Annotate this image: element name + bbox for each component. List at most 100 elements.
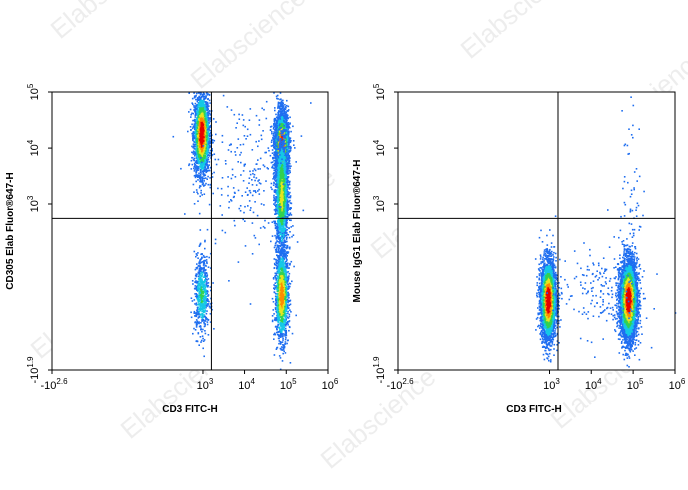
event-dot — [194, 135, 197, 138]
event-dot — [192, 143, 195, 145]
event-dot — [204, 320, 206, 322]
event-dot — [207, 117, 209, 119]
event-dot — [196, 158, 199, 160]
event-dot — [205, 97, 207, 100]
event-dot — [192, 132, 194, 134]
event-dot — [195, 120, 198, 123]
event-dot — [198, 268, 201, 270]
event-dot — [206, 118, 209, 121]
event-dot — [204, 108, 206, 110]
event-dot — [198, 172, 200, 175]
event-dot — [202, 286, 204, 288]
event-dot — [193, 162, 196, 165]
event-dot — [205, 318, 207, 320]
event-dot — [191, 300, 194, 302]
event-dot — [194, 277, 197, 280]
event-dot — [195, 315, 197, 318]
event-dot — [204, 330, 206, 332]
event-dot — [207, 284, 209, 287]
event-dot — [197, 123, 199, 125]
event-dot — [203, 154, 205, 157]
event-dot — [204, 269, 206, 272]
event-dot — [203, 266, 205, 269]
event-dot — [197, 156, 200, 158]
event-dot — [204, 325, 206, 327]
event-dot — [202, 134, 204, 136]
event-dot — [194, 140, 197, 143]
event-dot — [200, 111, 202, 113]
event-dot — [193, 250, 196, 253]
event-dot — [196, 309, 198, 311]
event-dot — [200, 275, 202, 278]
event-dot — [203, 307, 206, 310]
event-dot — [198, 322, 200, 325]
event-dot — [195, 326, 198, 328]
event-dot — [202, 347, 204, 350]
event-dot — [207, 319, 210, 321]
event-dot — [200, 316, 203, 319]
event-dot — [200, 304, 202, 307]
event-dot — [206, 323, 209, 326]
event-dot — [199, 115, 201, 117]
event-dot — [194, 329, 197, 331]
event-dot — [205, 115, 208, 117]
event-dot — [204, 239, 206, 242]
event-dot — [201, 147, 204, 150]
event-dot — [198, 149, 201, 151]
event-dot — [203, 140, 205, 142]
event-dot — [199, 112, 201, 115]
event-dot — [201, 330, 203, 333]
event-dot — [201, 183, 204, 185]
event-dot — [190, 159, 193, 162]
event-dot — [209, 129, 211, 132]
event-dot — [201, 95, 203, 98]
event-dot — [211, 176, 214, 178]
event-dot — [201, 281, 204, 284]
event-dot — [210, 120, 212, 123]
event-dot — [201, 318, 203, 321]
event-dot — [202, 165, 204, 167]
event-dot — [196, 191, 198, 193]
event-dot — [199, 263, 201, 265]
event-dot — [202, 166, 205, 169]
event-dot — [202, 315, 204, 318]
event-dot — [202, 160, 205, 162]
event-dot — [204, 276, 206, 278]
event-dot — [194, 110, 196, 113]
event-dot — [202, 104, 205, 107]
event-dot — [194, 155, 196, 157]
event-dot — [202, 260, 204, 263]
event-dot — [194, 295, 197, 298]
event-dot — [208, 256, 210, 259]
event-dot — [206, 141, 209, 143]
event-dot — [207, 156, 210, 159]
event-dot — [194, 164, 197, 166]
event-dot — [197, 166, 199, 168]
event-dot — [206, 105, 209, 107]
event-dot — [200, 328, 202, 331]
event-dot — [295, 161, 297, 163]
event-dot — [203, 125, 206, 128]
event-dot — [205, 112, 208, 115]
event-dot — [201, 128, 203, 131]
event-dot — [199, 101, 201, 104]
event-dot — [197, 252, 199, 254]
event-dot — [205, 134, 208, 137]
event-dot — [200, 107, 203, 110]
event-dot — [292, 140, 295, 142]
event-dot — [205, 312, 208, 315]
event-dot — [195, 124, 197, 126]
event-dot — [201, 103, 204, 105]
event-dot — [202, 303, 205, 305]
event-dot — [208, 94, 211, 96]
event-dot — [199, 146, 201, 148]
event-dot — [193, 105, 195, 107]
event-dot — [195, 255, 197, 258]
event-dot — [194, 268, 197, 271]
event-dot — [206, 299, 208, 301]
event-dot — [198, 344, 200, 346]
event-dot — [198, 186, 201, 189]
event-dot — [199, 313, 202, 316]
event-dot — [201, 313, 204, 315]
event-dot — [196, 111, 198, 114]
